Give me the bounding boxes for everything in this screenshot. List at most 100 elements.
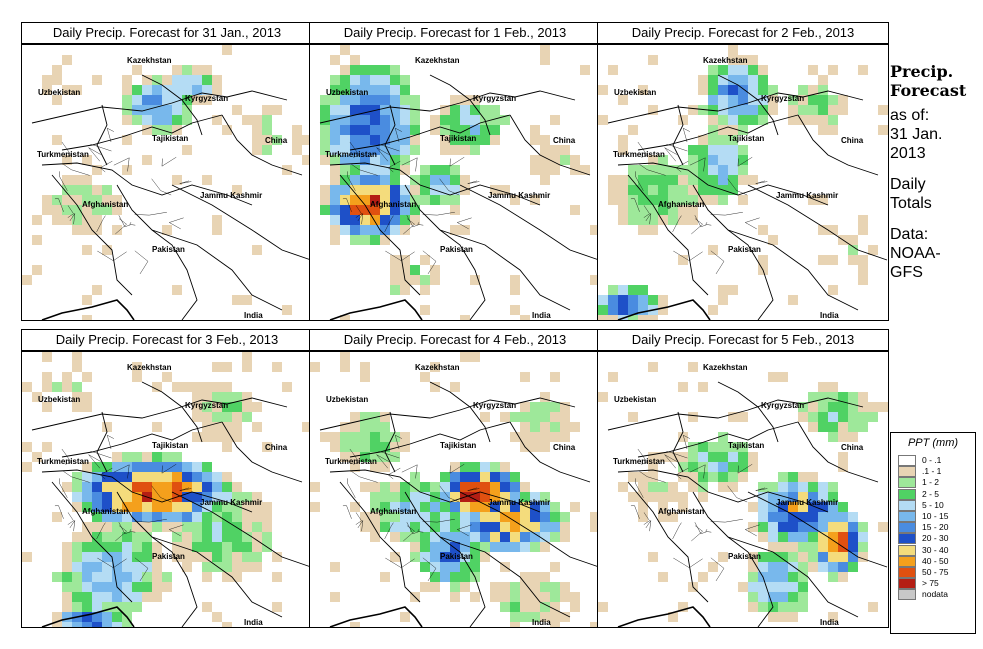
- precip-cell: [350, 215, 360, 225]
- precip-cell: [212, 362, 222, 372]
- legend-item: > 75: [898, 578, 975, 590]
- precip-cell: [102, 522, 112, 532]
- province-line: [384, 215, 394, 233]
- province-line: [59, 478, 68, 498]
- precip-cell: [62, 612, 72, 622]
- precip-cell: [688, 442, 698, 452]
- precip-cell: [618, 95, 628, 105]
- precip-cell: [550, 155, 560, 165]
- precip-cell: [758, 85, 768, 95]
- precip-cell: [748, 452, 758, 462]
- precip-cell: [192, 472, 202, 482]
- precip-cell: [82, 225, 92, 235]
- precip-cell: [430, 275, 440, 285]
- precip-cell: [590, 225, 600, 235]
- precip-cell: [718, 95, 728, 105]
- precip-cell: [440, 532, 450, 542]
- precip-cell: [728, 462, 738, 472]
- precip-cell: [470, 522, 480, 532]
- precip-cell: [798, 492, 808, 502]
- precip-cell: [560, 412, 570, 422]
- precip-cell: [380, 572, 390, 582]
- province-line: [727, 178, 748, 196]
- precip-cell: [738, 125, 748, 135]
- precip-cell: [470, 552, 480, 562]
- precip-cell: [808, 402, 818, 412]
- precip-cell: [808, 422, 818, 432]
- precip-cell: [72, 175, 82, 185]
- precip-cell: [262, 442, 272, 452]
- precip-cell: [62, 602, 72, 612]
- precip-cell: [788, 502, 798, 512]
- province-line: [637, 448, 648, 465]
- province-line: [691, 525, 703, 542]
- precip-cell: [62, 382, 72, 392]
- precip-cell: [390, 492, 400, 502]
- precip-cell: [728, 185, 738, 195]
- precip-cell: [470, 115, 480, 125]
- precip-cell: [440, 175, 450, 185]
- precip-cell: [638, 175, 648, 185]
- precip-cell: [788, 512, 798, 522]
- province-line: [744, 524, 760, 537]
- precip-cell: [678, 185, 688, 195]
- precip-cell: [718, 295, 728, 305]
- country-label: Kazekhstan: [415, 363, 460, 372]
- country-label: Kazekhstan: [703, 363, 748, 372]
- precip-cell: [360, 412, 370, 422]
- precip-cell: [340, 362, 350, 372]
- country-label: India: [820, 311, 839, 320]
- precip-cell: [72, 552, 82, 562]
- precip-cell: [758, 552, 768, 562]
- precip-cell: [678, 205, 688, 215]
- border-line: [61, 421, 223, 458]
- precip-cell: [390, 195, 400, 205]
- precip-cell: [560, 612, 570, 622]
- province-line: [69, 520, 76, 532]
- province-line: [694, 522, 707, 535]
- precip-cell: [82, 522, 92, 532]
- precip-cell: [758, 482, 768, 492]
- precip-cell: [380, 185, 390, 195]
- precip-cell: [330, 105, 340, 115]
- precip-cell: [400, 85, 410, 95]
- border-lines: [607, 381, 888, 627]
- precip-cell: [222, 622, 232, 627]
- precip-cell: [92, 502, 102, 512]
- precip-cell: [510, 195, 520, 205]
- precip-cell: [688, 185, 698, 195]
- precip-cell: [668, 452, 678, 462]
- precip-cell: [390, 165, 400, 175]
- precip-cell: [222, 482, 232, 492]
- precip-cell: [330, 195, 340, 205]
- precip-cell: [788, 612, 798, 622]
- precip-cell: [340, 442, 350, 452]
- precip-cell: [788, 95, 798, 105]
- precip-cell: [748, 65, 758, 75]
- precip-cell: [570, 205, 580, 215]
- country-label: Tajikistan: [440, 134, 476, 143]
- precip-cell: [232, 502, 242, 512]
- precip-cell: [638, 85, 648, 95]
- precip-cell: [252, 502, 262, 512]
- precip-cell: [550, 602, 560, 612]
- precip-cell: [648, 105, 658, 115]
- country-label: India: [820, 618, 839, 627]
- precip-cell: [778, 512, 788, 522]
- precip-cell: [112, 512, 122, 522]
- precip-cell: [380, 422, 390, 432]
- precip-cell: [152, 482, 162, 492]
- precip-cell: [470, 542, 480, 552]
- precip-cell: [668, 175, 678, 185]
- legend-label: 5 - 10: [922, 499, 944, 510]
- precip-cell: [768, 582, 778, 592]
- precip-cell: [410, 472, 420, 482]
- precip-cell: [718, 552, 728, 562]
- precip-cell: [420, 255, 430, 265]
- precip-cell: [152, 115, 162, 125]
- precip-cell: [748, 95, 758, 105]
- precip-cell: [162, 522, 172, 532]
- precip-cell: [818, 542, 828, 552]
- border-line: [151, 229, 283, 311]
- precip-cell: [838, 392, 848, 402]
